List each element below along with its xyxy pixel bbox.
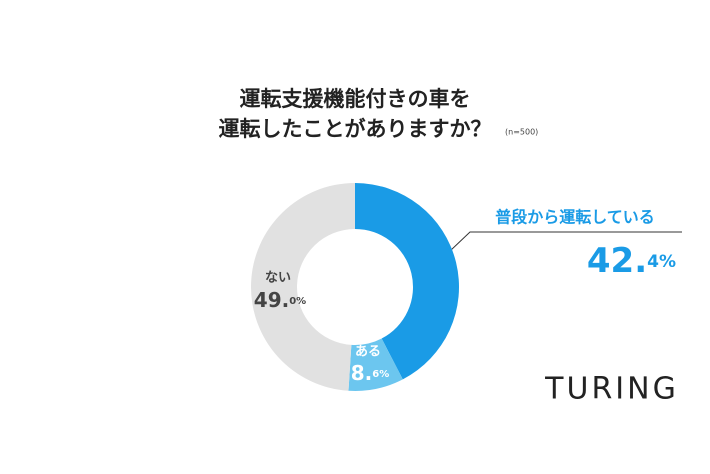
slice [250,183,355,391]
value-label: 8.6% [351,361,390,385]
value-label: 49.0% [254,288,306,312]
chart-title: 運転支援機能付きの車を [240,87,471,111]
slice [348,338,403,391]
slice-label: ある [355,345,381,360]
chart-subtitle: (n=500) [505,128,538,137]
slice-label: 普段から運転している [495,208,655,227]
chart-title: 運転したことがありますか？ [219,117,492,141]
slice-label: ない [265,271,291,286]
value-label: 42.4% [587,241,676,281]
logo: TURING [544,372,679,407]
slice [355,183,459,380]
